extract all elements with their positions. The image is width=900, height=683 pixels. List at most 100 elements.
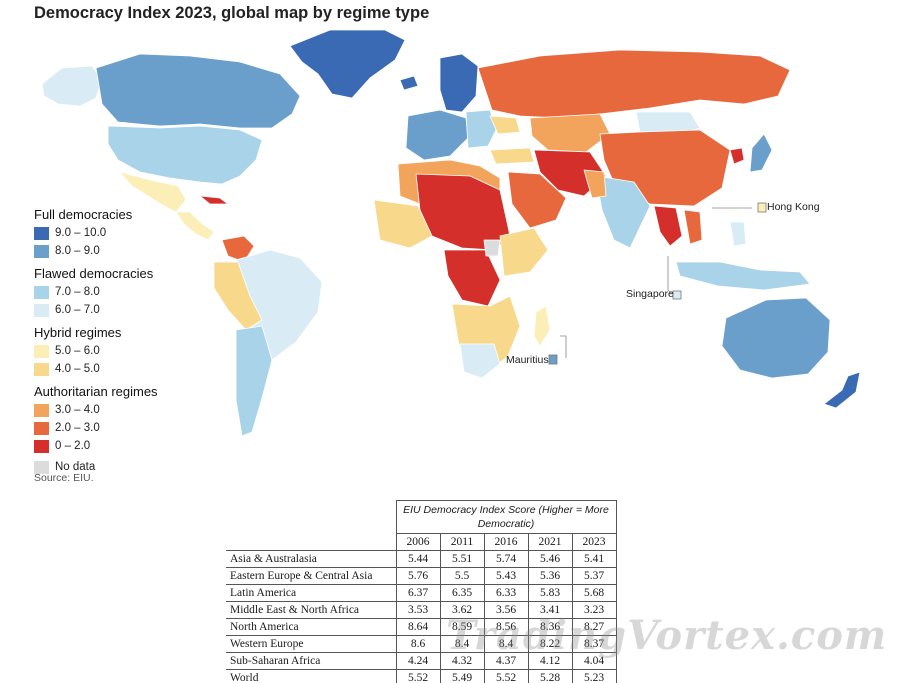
table-score-cell: 5.74 <box>483 550 529 568</box>
table-row: Western Europe 8.6 8.4 8.4 8.22 8.37 <box>226 635 617 653</box>
page-title: Democracy Index 2023, global map by regi… <box>34 4 430 22</box>
region-indonesia <box>675 261 811 291</box>
region-greenland <box>289 29 406 99</box>
region-india <box>595 175 651 249</box>
table-score-cell: 8.64 <box>395 618 441 636</box>
legend-swatch <box>34 226 49 240</box>
table-score-cell: 5.41 <box>571 550 617 568</box>
table-score-cell: 4.04 <box>571 652 617 670</box>
legend-group-full-democracies: Full democracies <box>34 207 133 222</box>
table-score-cell: 5.52 <box>483 669 529 683</box>
region-myanmar-thailand <box>653 205 683 247</box>
table-score-cell: 8.22 <box>527 635 573 653</box>
table-year-header: 2021 <box>527 533 573 551</box>
map-legend: Full democracies 9.0 – 10.0 8.0 – 9.0 Fl… <box>34 207 234 476</box>
legend-item: 0 – 2.0 <box>34 437 234 455</box>
region-east-africa <box>499 227 549 277</box>
legend-group-flawed-democracies: Flawed democracies <box>34 266 154 281</box>
table-score-cell: 5.51 <box>439 550 485 568</box>
table-score-cell: 5.28 <box>527 669 573 683</box>
region-no-data <box>483 239 501 257</box>
table-score-cell: 4.32 <box>439 652 485 670</box>
legend-group-authoritarian-regimes: Authoritarian regimes <box>34 384 158 399</box>
callout-singapore: Singapore <box>626 288 674 300</box>
legend-swatch <box>34 362 49 376</box>
table-caption: EIU Democracy Index Score (Higher = More… <box>395 500 617 534</box>
region-central-asia <box>529 113 611 153</box>
table-score-cell: 5.37 <box>571 567 617 585</box>
table-score-cell: 6.37 <box>395 584 441 602</box>
table-score-cell: 4.37 <box>483 652 529 670</box>
table-score-cell: 8.59 <box>439 618 485 636</box>
table-corner <box>226 534 396 551</box>
table-score-cell: 5.5 <box>439 567 485 585</box>
legend-swatch <box>34 460 49 474</box>
legend-swatch <box>34 244 49 258</box>
legend-swatch <box>34 439 49 453</box>
legend-swatch <box>34 303 49 317</box>
table-score-cell: 5.36 <box>527 567 573 585</box>
table-region-cell: Asia & Australasia <box>226 550 397 568</box>
region-central-africa <box>443 249 501 307</box>
table-year-header: 2011 <box>439 533 485 551</box>
table-score-cell: 3.56 <box>483 601 529 619</box>
table-row: North America 8.64 8.59 8.56 8.36 8.27 <box>226 618 617 636</box>
table-score-cell: 3.41 <box>527 601 573 619</box>
legend-swatch <box>34 344 49 358</box>
region-western-europe <box>405 109 469 161</box>
table-year-header: 2023 <box>571 533 617 551</box>
table-region-cell: Eastern Europe & Central Asia <box>226 567 397 585</box>
table-score-cell: 5.44 <box>395 550 441 568</box>
legend-item: 6.0 – 7.0 <box>34 301 234 319</box>
table-row: World 5.52 5.49 5.52 5.28 5.23 <box>226 669 617 683</box>
legend-item: 4.0 – 5.0 <box>34 360 234 378</box>
table-score-cell: 8.36 <box>527 618 573 636</box>
legend-item: 3.0 – 4.0 <box>34 401 234 419</box>
region-usa <box>107 125 263 185</box>
table-score-cell: 8.56 <box>483 618 529 636</box>
region-iceland <box>399 75 419 91</box>
region-central-america <box>175 211 215 241</box>
region-west-africa <box>373 199 433 249</box>
table-score-cell: 5.52 <box>395 669 441 683</box>
table-score-cell: 6.33 <box>483 584 529 602</box>
democracy-score-table: EIU Democracy Index Score (Higher = More… <box>226 500 617 683</box>
table-score-cell: 5.68 <box>571 584 617 602</box>
region-australia <box>721 297 831 379</box>
table-score-cell: 5.83 <box>527 584 573 602</box>
region-arabia <box>507 171 567 229</box>
legend-item-no-data: No data <box>34 458 234 476</box>
table-region-cell: Middle East & North Africa <box>226 601 397 619</box>
region-new-zealand <box>823 371 861 409</box>
region-peru-bolivia <box>213 261 263 331</box>
legend-item: 2.0 – 3.0 <box>34 419 234 437</box>
table-score-cell: 3.62 <box>439 601 485 619</box>
table-row: Asia & Australasia 5.44 5.51 5.74 5.46 5.41 <box>226 550 617 568</box>
region-scandinavia <box>439 53 479 113</box>
region-north-korea <box>729 147 745 165</box>
legend-swatch <box>34 403 49 417</box>
table-score-cell: 8.27 <box>571 618 617 636</box>
table-row: Eastern Europe & Central Asia 5.76 5.5 5.43… <box>226 567 617 585</box>
table-region-cell: Latin America <box>226 584 397 602</box>
region-ukraine <box>489 115 521 135</box>
table-score-cell: 8.4 <box>483 635 529 653</box>
table-score-cell: 8.37 <box>571 635 617 653</box>
table-row: Sub-Saharan Africa 4.24 4.32 4.37 4.12 4.04 <box>226 652 617 670</box>
callout-hong-kong: Hong Kong <box>767 201 820 213</box>
region-cuba <box>199 195 229 205</box>
table-score-cell: 4.24 <box>395 652 441 670</box>
legend-group-hybrid-regimes: Hybrid regimes <box>34 325 122 340</box>
region-philippines <box>729 221 747 247</box>
table-row: Middle East & North Africa 3.53 3.62 3.56 3.… <box>226 601 617 619</box>
table-score-cell: 4.12 <box>527 652 573 670</box>
region-pakistan <box>583 169 607 199</box>
table-score-cell: 5.76 <box>395 567 441 585</box>
region-madagascar <box>533 305 551 347</box>
region-south-africa <box>459 343 501 379</box>
legend-swatch <box>34 285 49 299</box>
region-japan <box>749 133 773 173</box>
region-canada <box>95 53 301 129</box>
table-region-cell: Western Europe <box>226 635 397 653</box>
region-vietnam <box>683 209 703 245</box>
